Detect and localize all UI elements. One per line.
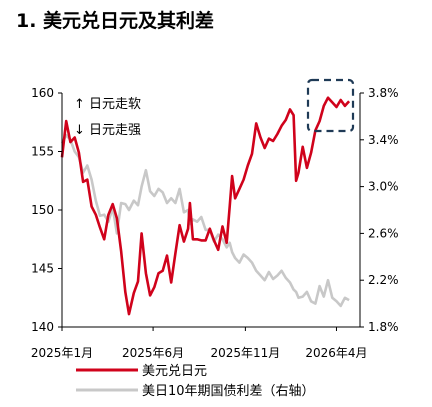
left-tick-label: 150 — [31, 203, 54, 217]
spread-line — [60, 133, 350, 308]
left-tick-label: 145 — [31, 262, 54, 276]
axes-layer — [61, 78, 361, 328]
right-tick-label: 3.4% — [368, 133, 399, 147]
x-tick-label: 2026年4月 — [305, 346, 367, 360]
chart-title: 1. 美元兑日元及其利差 — [16, 10, 215, 32]
annotation-text: ↓ 日元走强 — [74, 123, 141, 138]
x-tick-label: 2025年6月 — [122, 346, 184, 360]
spread-series-layer — [60, 133, 350, 308]
x-tick-label: 2025年11月 — [210, 346, 280, 360]
usdjpy-series-layer — [60, 96, 351, 316]
legend-label: 美日10年期国债利差（右轴） — [142, 384, 315, 399]
right-tick-label: 2.2% — [368, 273, 399, 287]
x-tick-label: 2025年1月 — [31, 346, 93, 360]
left-tick-label: 160 — [31, 86, 54, 100]
left-tick-label: 155 — [31, 145, 54, 159]
annotations-layer: ↑ 日元走软 ↓ 日元走强 — [74, 97, 141, 138]
usdjpy-line — [60, 96, 351, 316]
highlight-box — [306, 78, 355, 133]
annotation-text: ↑ 日元走软 — [74, 97, 141, 112]
right-tick-label: 3.8% — [368, 86, 399, 100]
left-tick-label: 140 — [31, 320, 54, 334]
right-tick-label: 3.0% — [368, 180, 399, 194]
right-tick-label: 2.6% — [368, 226, 399, 240]
right-tick-label: 1.8% — [368, 320, 399, 334]
ticks-layer: 140 145 150 155 160 1.8% 2.2% 2.6% 3.0% 3.4% 3.8% 2… — [31, 86, 399, 360]
legend-label: 美元兑日元 — [142, 364, 207, 379]
